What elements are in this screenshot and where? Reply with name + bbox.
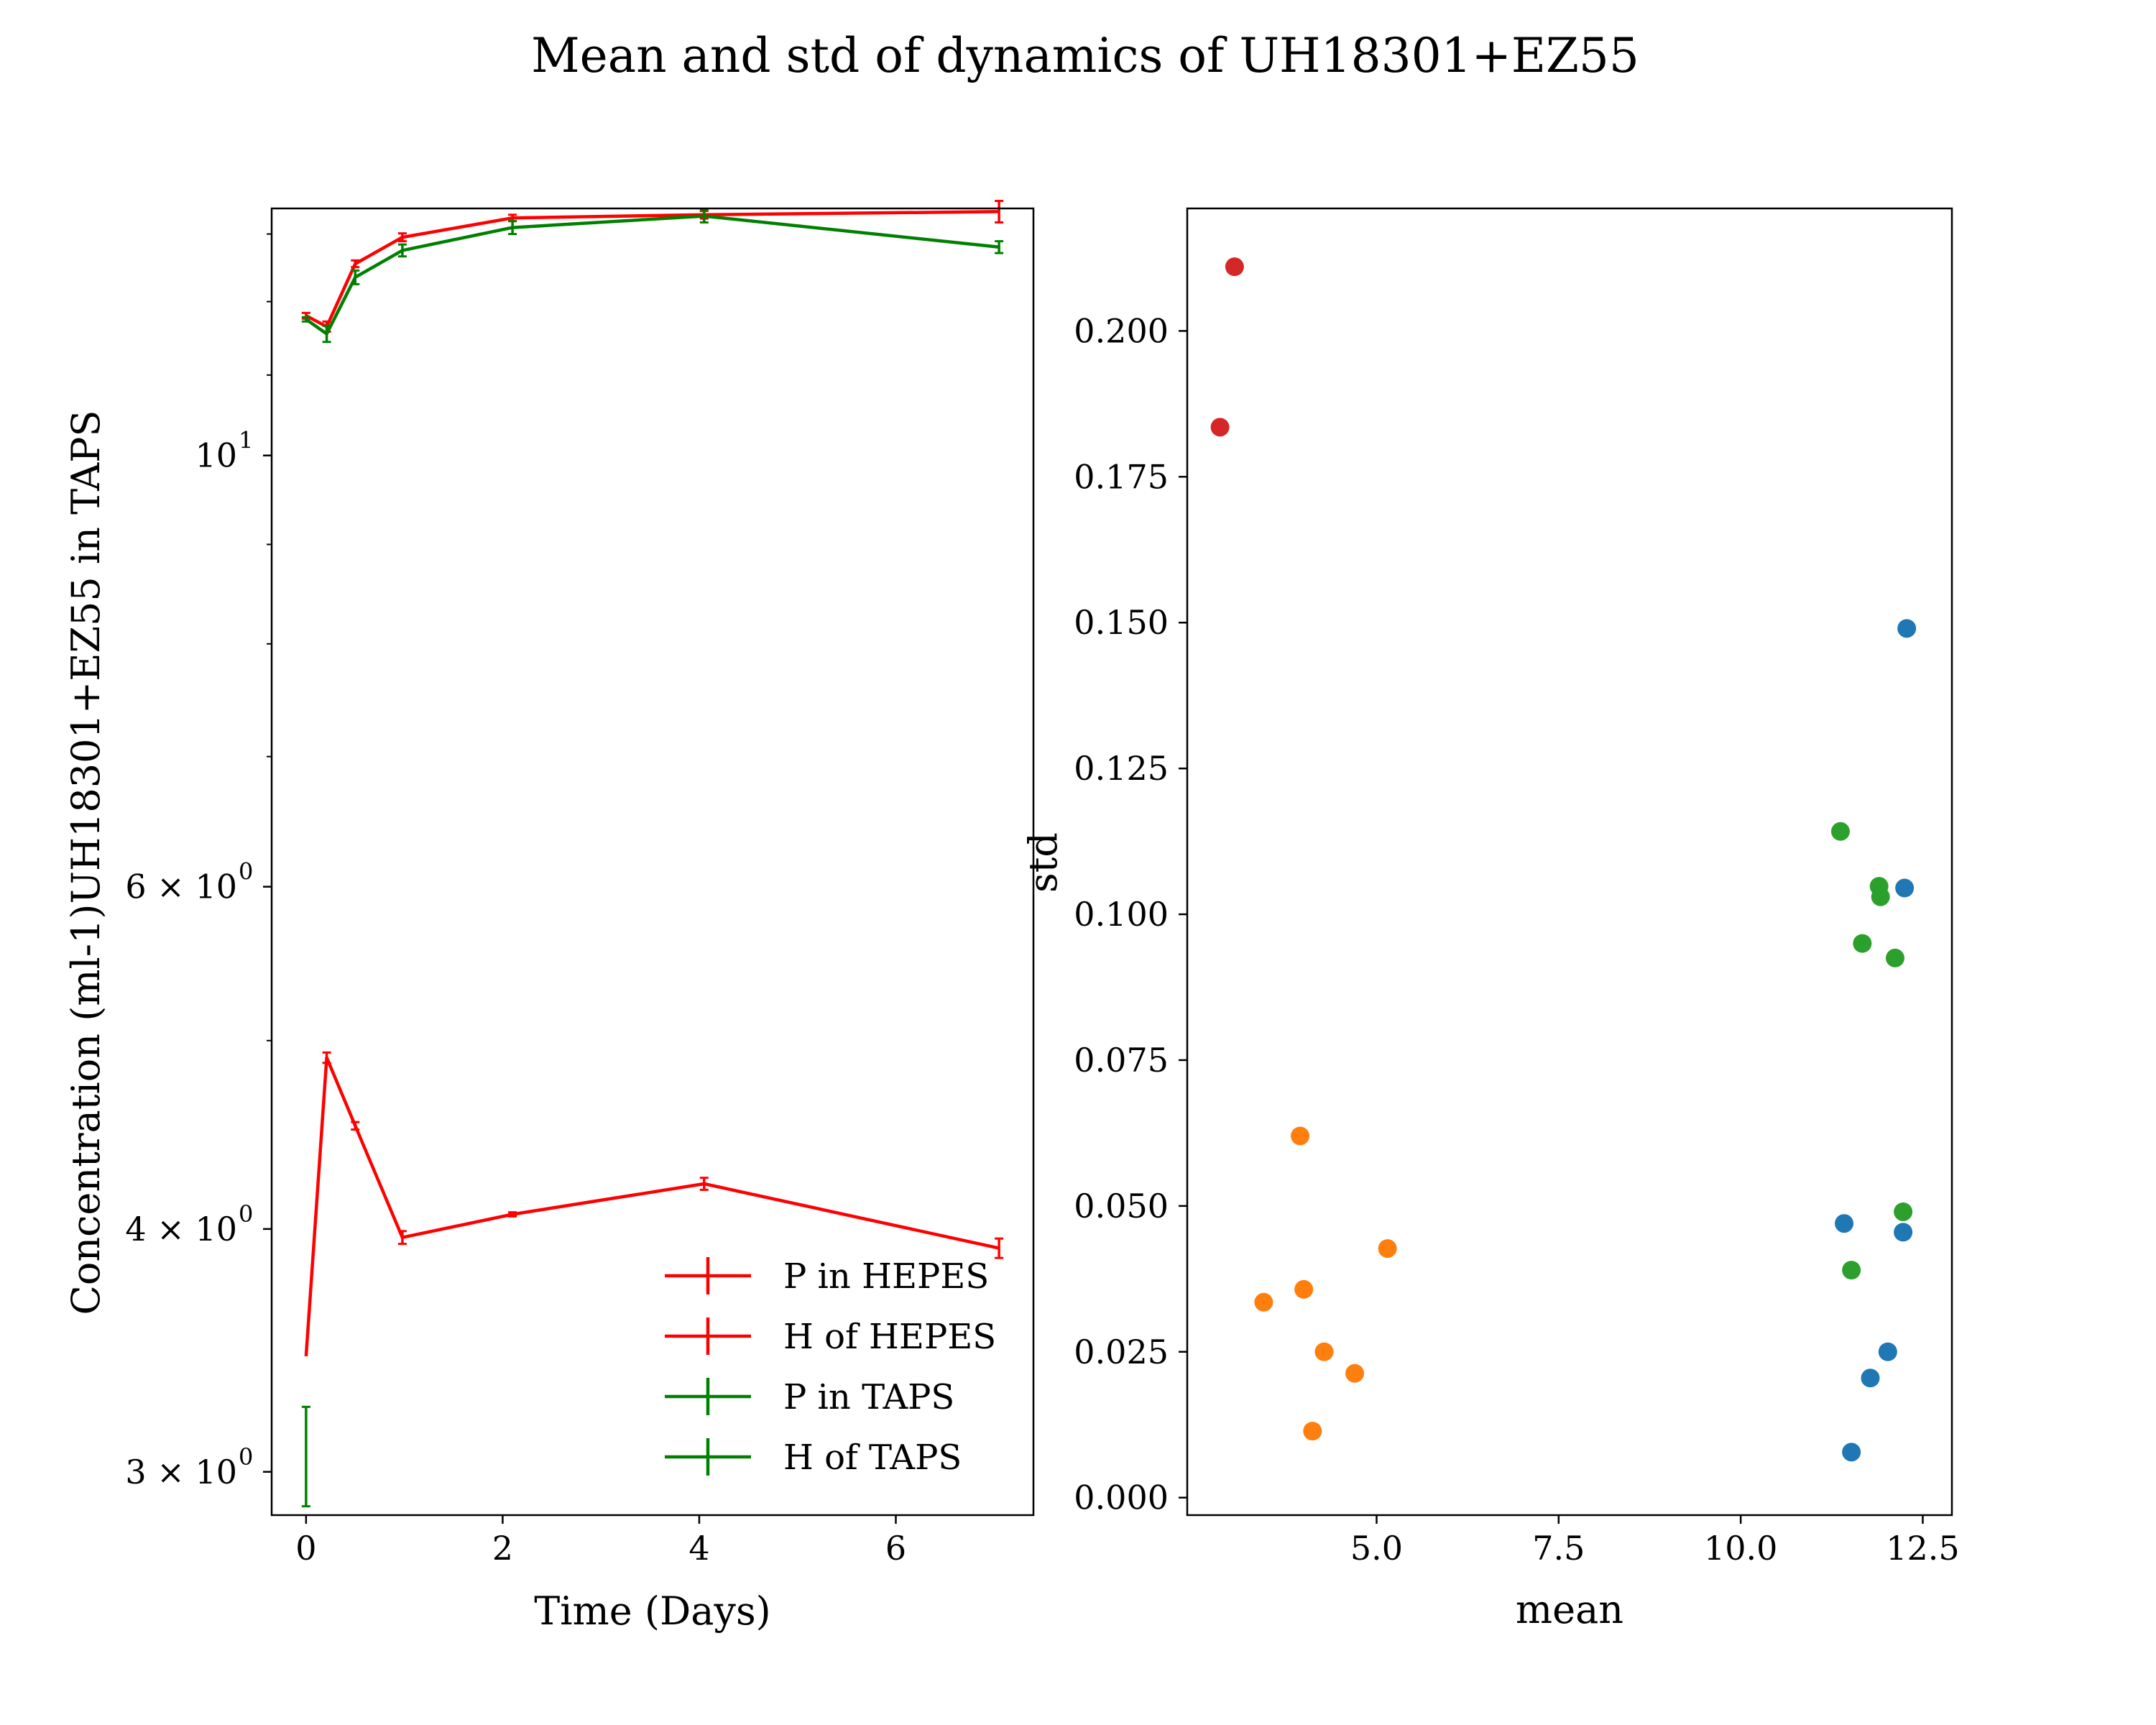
left-y-tick-exponent: 0 (239, 858, 253, 886)
right-y-tick-label: 0.025 (1074, 1333, 1169, 1371)
scatter-point (1830, 822, 1850, 841)
scatter-point (1842, 1261, 1861, 1280)
scatter-point (1895, 878, 1915, 898)
scatter-point (1210, 418, 1230, 437)
scatter-point (1861, 1368, 1880, 1388)
left-plot-area (301, 200, 1004, 1508)
left-y-tick-exponent: 0 (239, 1443, 253, 1471)
right-y-tick-label: 0.075 (1074, 1041, 1169, 1080)
legend-label-3: H of TAPS (783, 1438, 962, 1478)
right-y-tick-label: 0.000 (1074, 1478, 1169, 1517)
scatter-point (1345, 1363, 1365, 1383)
scatter-series-1 (1254, 1126, 1397, 1441)
left-y-tick-label: 6 × 10 (125, 868, 237, 906)
left-x-tick-label: 2 (492, 1529, 513, 1568)
left-series-2-line (305, 214, 1000, 336)
scatter-point (1291, 1126, 1310, 1146)
left-x-tick-label: 4 (688, 1529, 709, 1568)
right-x-tick-label: 10.0 (1704, 1529, 1777, 1568)
left-y-tick-label: 10 (195, 436, 237, 475)
right-x-axis-label: mean (1516, 1587, 1623, 1632)
left-x-ticks: 0 2 4 6 (295, 1515, 906, 1568)
left-series-3 (301, 1405, 310, 1508)
scatter-point (1378, 1239, 1397, 1259)
right-x-tick-label: 5.0 (1350, 1529, 1403, 1568)
right-y-tick-label: 0.050 (1074, 1187, 1169, 1225)
right-axes-frame (1186, 207, 1953, 1517)
scatter-series-3 (1210, 257, 1244, 437)
right-plot-area (1210, 257, 1917, 1462)
left-series-0-line (305, 210, 1000, 328)
scatter-series-2 (1830, 822, 1913, 1280)
right-y-ticks: 0.000 0.025 0.050 0.075 0.100 0.125 0.150 0.175… (1074, 311, 1187, 1517)
legend-label-1: H of HEPES (783, 1317, 996, 1357)
scatter-point (1842, 1443, 1861, 1462)
right-y-tick-label: 0.175 (1074, 457, 1169, 496)
scatter-point (1878, 1342, 1897, 1361)
right-x-tick-label: 12.5 (1886, 1529, 1959, 1568)
left-series-1 (304, 1051, 1004, 1357)
left-y-tick-label: 3 × 10 (125, 1453, 237, 1491)
scatter-series-0 (1835, 619, 1917, 1462)
right-y-tick-label: 0.150 (1074, 603, 1169, 642)
right-x-ticks: 5.0 7.5 10.0 12.5 (1350, 1515, 1960, 1568)
scatter-point (1871, 887, 1890, 906)
scatter-point (1885, 948, 1904, 967)
right-y-tick-label: 0.100 (1074, 895, 1169, 934)
right-y-tick-label: 0.125 (1074, 749, 1169, 788)
left-legend: P in HEPES H of HEPES P in TAPS H of TAPS (665, 1256, 996, 1478)
scatter-point (1314, 1342, 1334, 1361)
left-y-tick-exponent: 0 (239, 1200, 253, 1228)
right-x-tick-label: 7.5 (1532, 1529, 1585, 1568)
right-y-axis-label: std (1021, 832, 1066, 893)
scatter-point (1897, 619, 1917, 638)
scatter-point (1225, 257, 1244, 277)
scatter-point (1894, 1223, 1913, 1242)
left-y-tick-label: 4 × 10 (125, 1210, 237, 1248)
left-axes-frame (270, 207, 1035, 1517)
left-x-tick-label: 0 (295, 1529, 316, 1568)
right-y-tick-label: 0.200 (1074, 311, 1169, 350)
scatter-point (1303, 1422, 1322, 1441)
scatter-point (1254, 1292, 1273, 1312)
scatter-point (1894, 1202, 1913, 1221)
left-y-tick-exponent: 1 (239, 427, 253, 454)
left-y-axis-label: Concentration (ml-1)UH18301+EZ55 in TAPS (63, 410, 109, 1315)
left-x-axis-label: Time (Days) (534, 1588, 770, 1634)
scatter-point (1835, 1214, 1854, 1233)
left-series-1-line (304, 1056, 1000, 1357)
legend-label-2: P in TAPS (783, 1377, 954, 1417)
right-chart: 5.0 7.5 10.0 12.5 0.000 0.025 0.050 0.075 0.100… (1021, 207, 1960, 1632)
figure-title: Mean and std of dynamics of UH18301+EZ55 (531, 28, 1639, 83)
left-series-2 (301, 208, 1004, 344)
left-x-tick-label: 6 (885, 1529, 906, 1568)
legend-label-0: P in HEPES (783, 1256, 989, 1297)
scatter-point (1853, 934, 1872, 953)
scatter-point (1294, 1279, 1314, 1299)
